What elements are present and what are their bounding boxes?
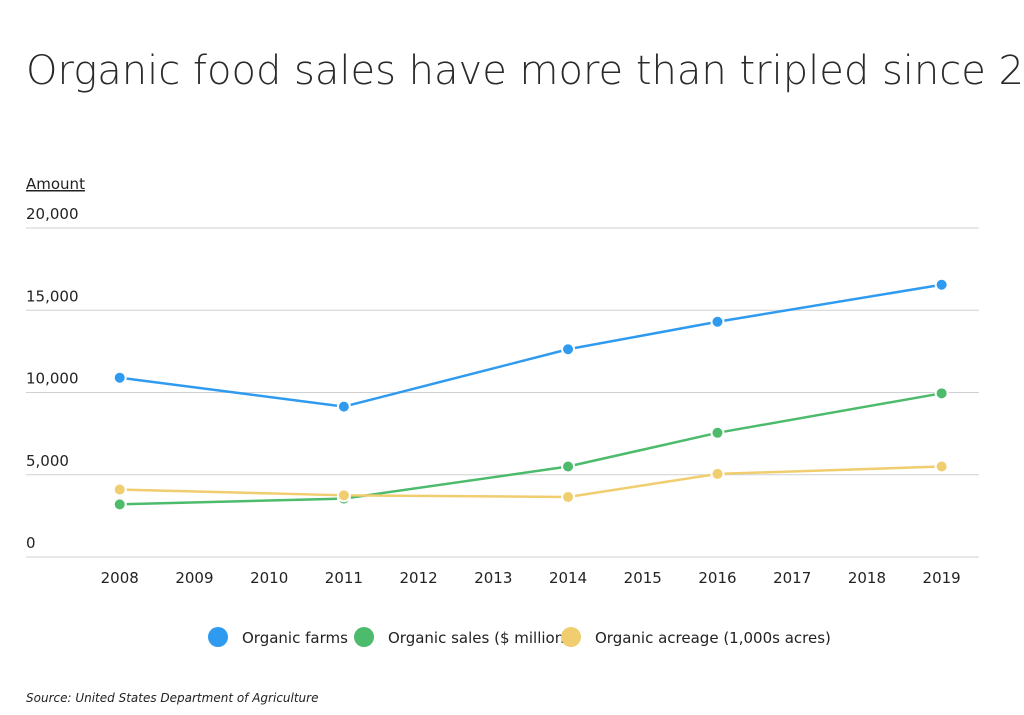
y-tick-label: 0 (26, 534, 36, 552)
series-line (119, 283, 942, 408)
data-point (710, 314, 725, 329)
data-point (112, 370, 127, 385)
x-tick-label: 2013 (474, 569, 512, 587)
data-point (561, 459, 576, 474)
x-tick-label: 2018 (848, 569, 886, 587)
x-tick-label: 2015 (624, 569, 662, 587)
y-tick-label: 15,000 (26, 287, 79, 305)
x-tick-label: 2017 (773, 569, 811, 587)
x-tick-label: 2016 (698, 569, 736, 587)
legend-marker (208, 627, 228, 647)
y-tick-label: 20,000 (26, 205, 79, 223)
y-axis-label: Amount (26, 175, 85, 193)
legend-marker (354, 627, 374, 647)
legend-label: Organic acreage (1,000s acres) (595, 629, 831, 647)
data-point (934, 277, 949, 292)
y-tick-label: 5,000 (26, 452, 69, 470)
data-point (934, 459, 949, 474)
legend-label: Organic sales ($ million) (388, 629, 570, 647)
x-tick-label: 2012 (400, 569, 438, 587)
data-point (934, 386, 949, 401)
legend-label: Organic farms (242, 629, 348, 647)
data-point (561, 342, 576, 357)
data-point (710, 466, 725, 481)
series-line (119, 392, 942, 506)
x-tick-label: 2010 (250, 569, 288, 587)
x-tick-label: 2008 (101, 569, 139, 587)
x-tick-label: 2011 (325, 569, 363, 587)
source: Source: United States Department of Agri… (26, 691, 318, 705)
x-tick-label: 2009 (175, 569, 213, 587)
data-point (112, 482, 127, 497)
y-tick-label: 10,000 (26, 370, 79, 388)
data-point (112, 497, 127, 512)
data-point (561, 489, 576, 504)
data-point (710, 425, 725, 440)
data-point (336, 488, 351, 503)
chart-title: Organic food sales have more than triple… (26, 48, 1024, 94)
data-point (336, 399, 351, 414)
x-tick-label: 2014 (549, 569, 587, 587)
x-tick-label: 2019 (923, 569, 961, 587)
legend-marker (561, 627, 581, 647)
